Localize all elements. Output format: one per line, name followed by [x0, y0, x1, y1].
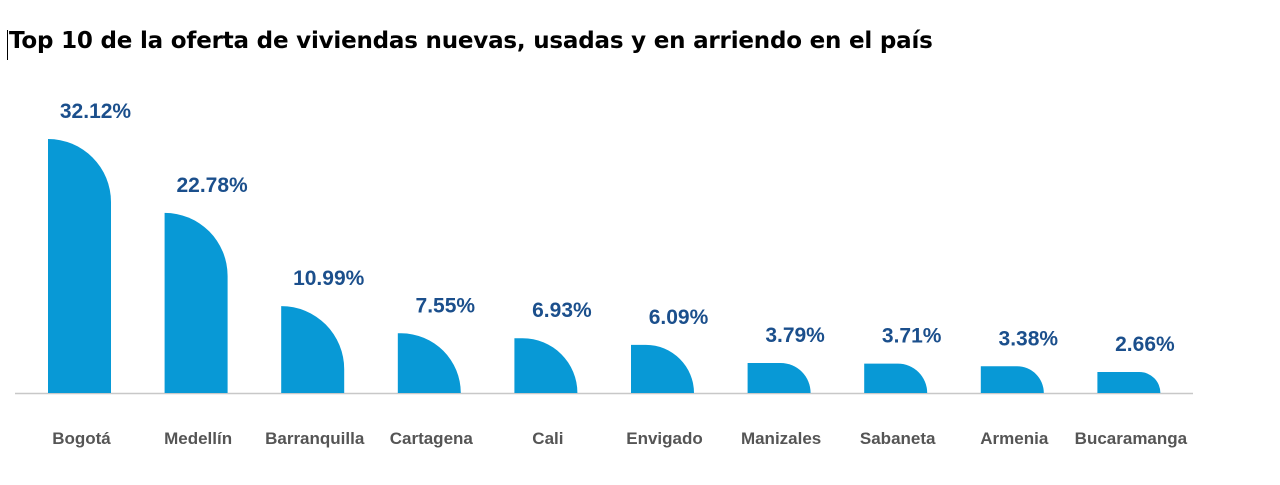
bar-cali	[514, 338, 578, 393]
bar-cartagena	[397, 333, 461, 393]
bar-sabaneta	[864, 363, 928, 393]
category-label: Medellín	[164, 429, 232, 448]
value-label: 6.09%	[649, 306, 709, 329]
bar-envigado	[631, 344, 694, 393]
value-label: 10.99%	[293, 267, 365, 290]
category-label: Barranquilla	[265, 429, 365, 448]
chart-title: Top 10 de la oferta de viviendas nuevas,…	[9, 28, 933, 54]
bar-barranquilla	[281, 306, 345, 393]
bar-bogotá	[48, 139, 111, 393]
value-label: 3.38%	[999, 327, 1059, 350]
text-cursor	[7, 30, 8, 60]
value-label: 3.79%	[765, 324, 825, 347]
value-label: 3.71%	[882, 325, 942, 348]
category-label: Armenia	[980, 429, 1049, 448]
bar-manizales	[747, 363, 811, 393]
category-label: Sabaneta	[860, 429, 936, 448]
bar-bucaramanga	[1097, 371, 1161, 393]
category-label: Manizales	[741, 429, 821, 448]
value-label: 2.66%	[1115, 333, 1175, 356]
value-label: 7.55%	[416, 294, 476, 317]
category-label: Bucaramanga	[1075, 429, 1188, 448]
value-label: 6.93%	[532, 299, 592, 322]
value-label: 22.78%	[176, 174, 248, 197]
category-label: Cali	[532, 429, 563, 448]
bar-armenia	[980, 366, 1044, 393]
category-label: Cartagena	[390, 429, 474, 448]
bar-medellín	[164, 212, 228, 393]
category-label: Envigado	[626, 429, 703, 448]
category-label: Bogotá	[52, 429, 111, 448]
value-label: 32.12%	[60, 100, 132, 123]
